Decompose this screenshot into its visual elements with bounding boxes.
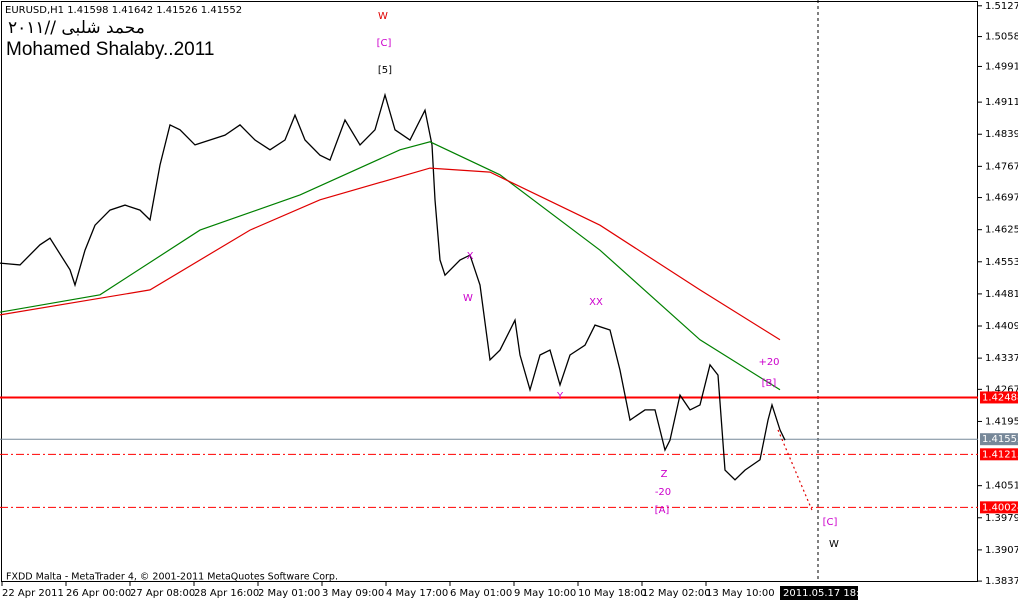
wave-label: [5] bbox=[378, 65, 392, 76]
y-tick-label: 1.50580 bbox=[985, 32, 1018, 43]
wave-label: [C] bbox=[823, 517, 838, 528]
y-tick-label: 1.39070 bbox=[985, 545, 1018, 556]
wave-label: +20 bbox=[758, 357, 779, 368]
x-tick-label: 26 Apr 00:00 bbox=[66, 588, 131, 599]
y-tick-label: 1.42670 bbox=[985, 384, 1018, 395]
x-tick-label: 9 May 10:00 bbox=[514, 588, 576, 599]
y-tick-label: 1.44090 bbox=[985, 321, 1018, 332]
wave-label: W bbox=[378, 11, 388, 22]
y-tick-label: 1.48390 bbox=[985, 129, 1018, 140]
wave-label: XX bbox=[589, 297, 603, 308]
y-tick-label: 1.46970 bbox=[985, 193, 1018, 204]
wave-label: [A] bbox=[655, 505, 670, 516]
wave-label: X bbox=[467, 251, 474, 262]
chart-title: محمد شلبى //٢٠١١ bbox=[8, 18, 145, 38]
y-tick-label: 1.47670 bbox=[985, 161, 1018, 172]
price-label: 1.42488 bbox=[982, 392, 1018, 403]
price-label-box bbox=[980, 448, 1018, 461]
y-tick-label: 1.44810 bbox=[985, 289, 1018, 300]
chart-subtitle: Mohamed Shalaby..2011 bbox=[6, 39, 214, 60]
series-line bbox=[0, 141, 781, 391]
y-tick-label: 1.51270 bbox=[985, 1, 1018, 12]
x-tick-label: 3 May 09:00 bbox=[322, 588, 384, 599]
y-tick-label: 1.38370 bbox=[985, 576, 1018, 587]
wave-label: -20 bbox=[655, 487, 671, 498]
x-tick-label: 13 May 10:00 bbox=[706, 588, 775, 599]
header: EURUSD,H1 1.41598 1.41642 1.41526 1.4155… bbox=[5, 5, 242, 16]
y-tick-label: 1.43370 bbox=[985, 353, 1018, 364]
x-tick-label: 4 May 17:00 bbox=[386, 588, 448, 599]
y-tick-label: 1.45530 bbox=[985, 257, 1018, 268]
cursor-label: 2011.05.17 18:00 bbox=[783, 588, 872, 599]
y-tick-label: 1.46250 bbox=[985, 225, 1018, 236]
series-line bbox=[0, 167, 781, 341]
series-line bbox=[0, 92, 786, 481]
price-label-box bbox=[980, 391, 1018, 404]
wave-label: W bbox=[829, 539, 839, 550]
x-tick-label: 12 May 02:00 bbox=[642, 588, 711, 599]
plot-frame bbox=[1, 1, 978, 582]
x-tick-label: 22 Apr 2011 bbox=[2, 588, 64, 599]
wave-label: Z bbox=[661, 469, 668, 480]
x-tick-label: 2 May 01:00 bbox=[258, 588, 320, 599]
x-tick-label: 27 Apr 08:00 bbox=[130, 588, 195, 599]
y-tick-label: 1.39790 bbox=[985, 513, 1018, 524]
y-tick-label: 1.49910 bbox=[985, 61, 1018, 72]
wave-label: [B] bbox=[762, 378, 777, 389]
y-tick-label: 1.40510 bbox=[985, 481, 1018, 492]
cursor-box bbox=[780, 586, 858, 600]
price-label-box bbox=[980, 501, 1018, 514]
y-tick-label: 1.49110 bbox=[985, 97, 1018, 108]
y-tick-label: 1.41950 bbox=[985, 416, 1018, 427]
price-label: 1.40024 bbox=[982, 502, 1018, 513]
footer: FXDD Malta - MetaTrader 4, © 2001-2011 M… bbox=[6, 572, 338, 583]
wave-label: [C] bbox=[377, 38, 392, 49]
x-tick-label: 10 May 18:00 bbox=[578, 588, 647, 599]
price-label: 1.41213 bbox=[982, 449, 1018, 460]
wave-label: W bbox=[463, 293, 473, 304]
wave-label: Y bbox=[556, 391, 564, 402]
x-tick-label: 28 Apr 16:00 bbox=[194, 588, 259, 599]
price-label: 1.41552 bbox=[982, 434, 1018, 445]
price-label-box bbox=[980, 433, 1018, 446]
x-tick-label: 6 May 01:00 bbox=[450, 588, 512, 599]
